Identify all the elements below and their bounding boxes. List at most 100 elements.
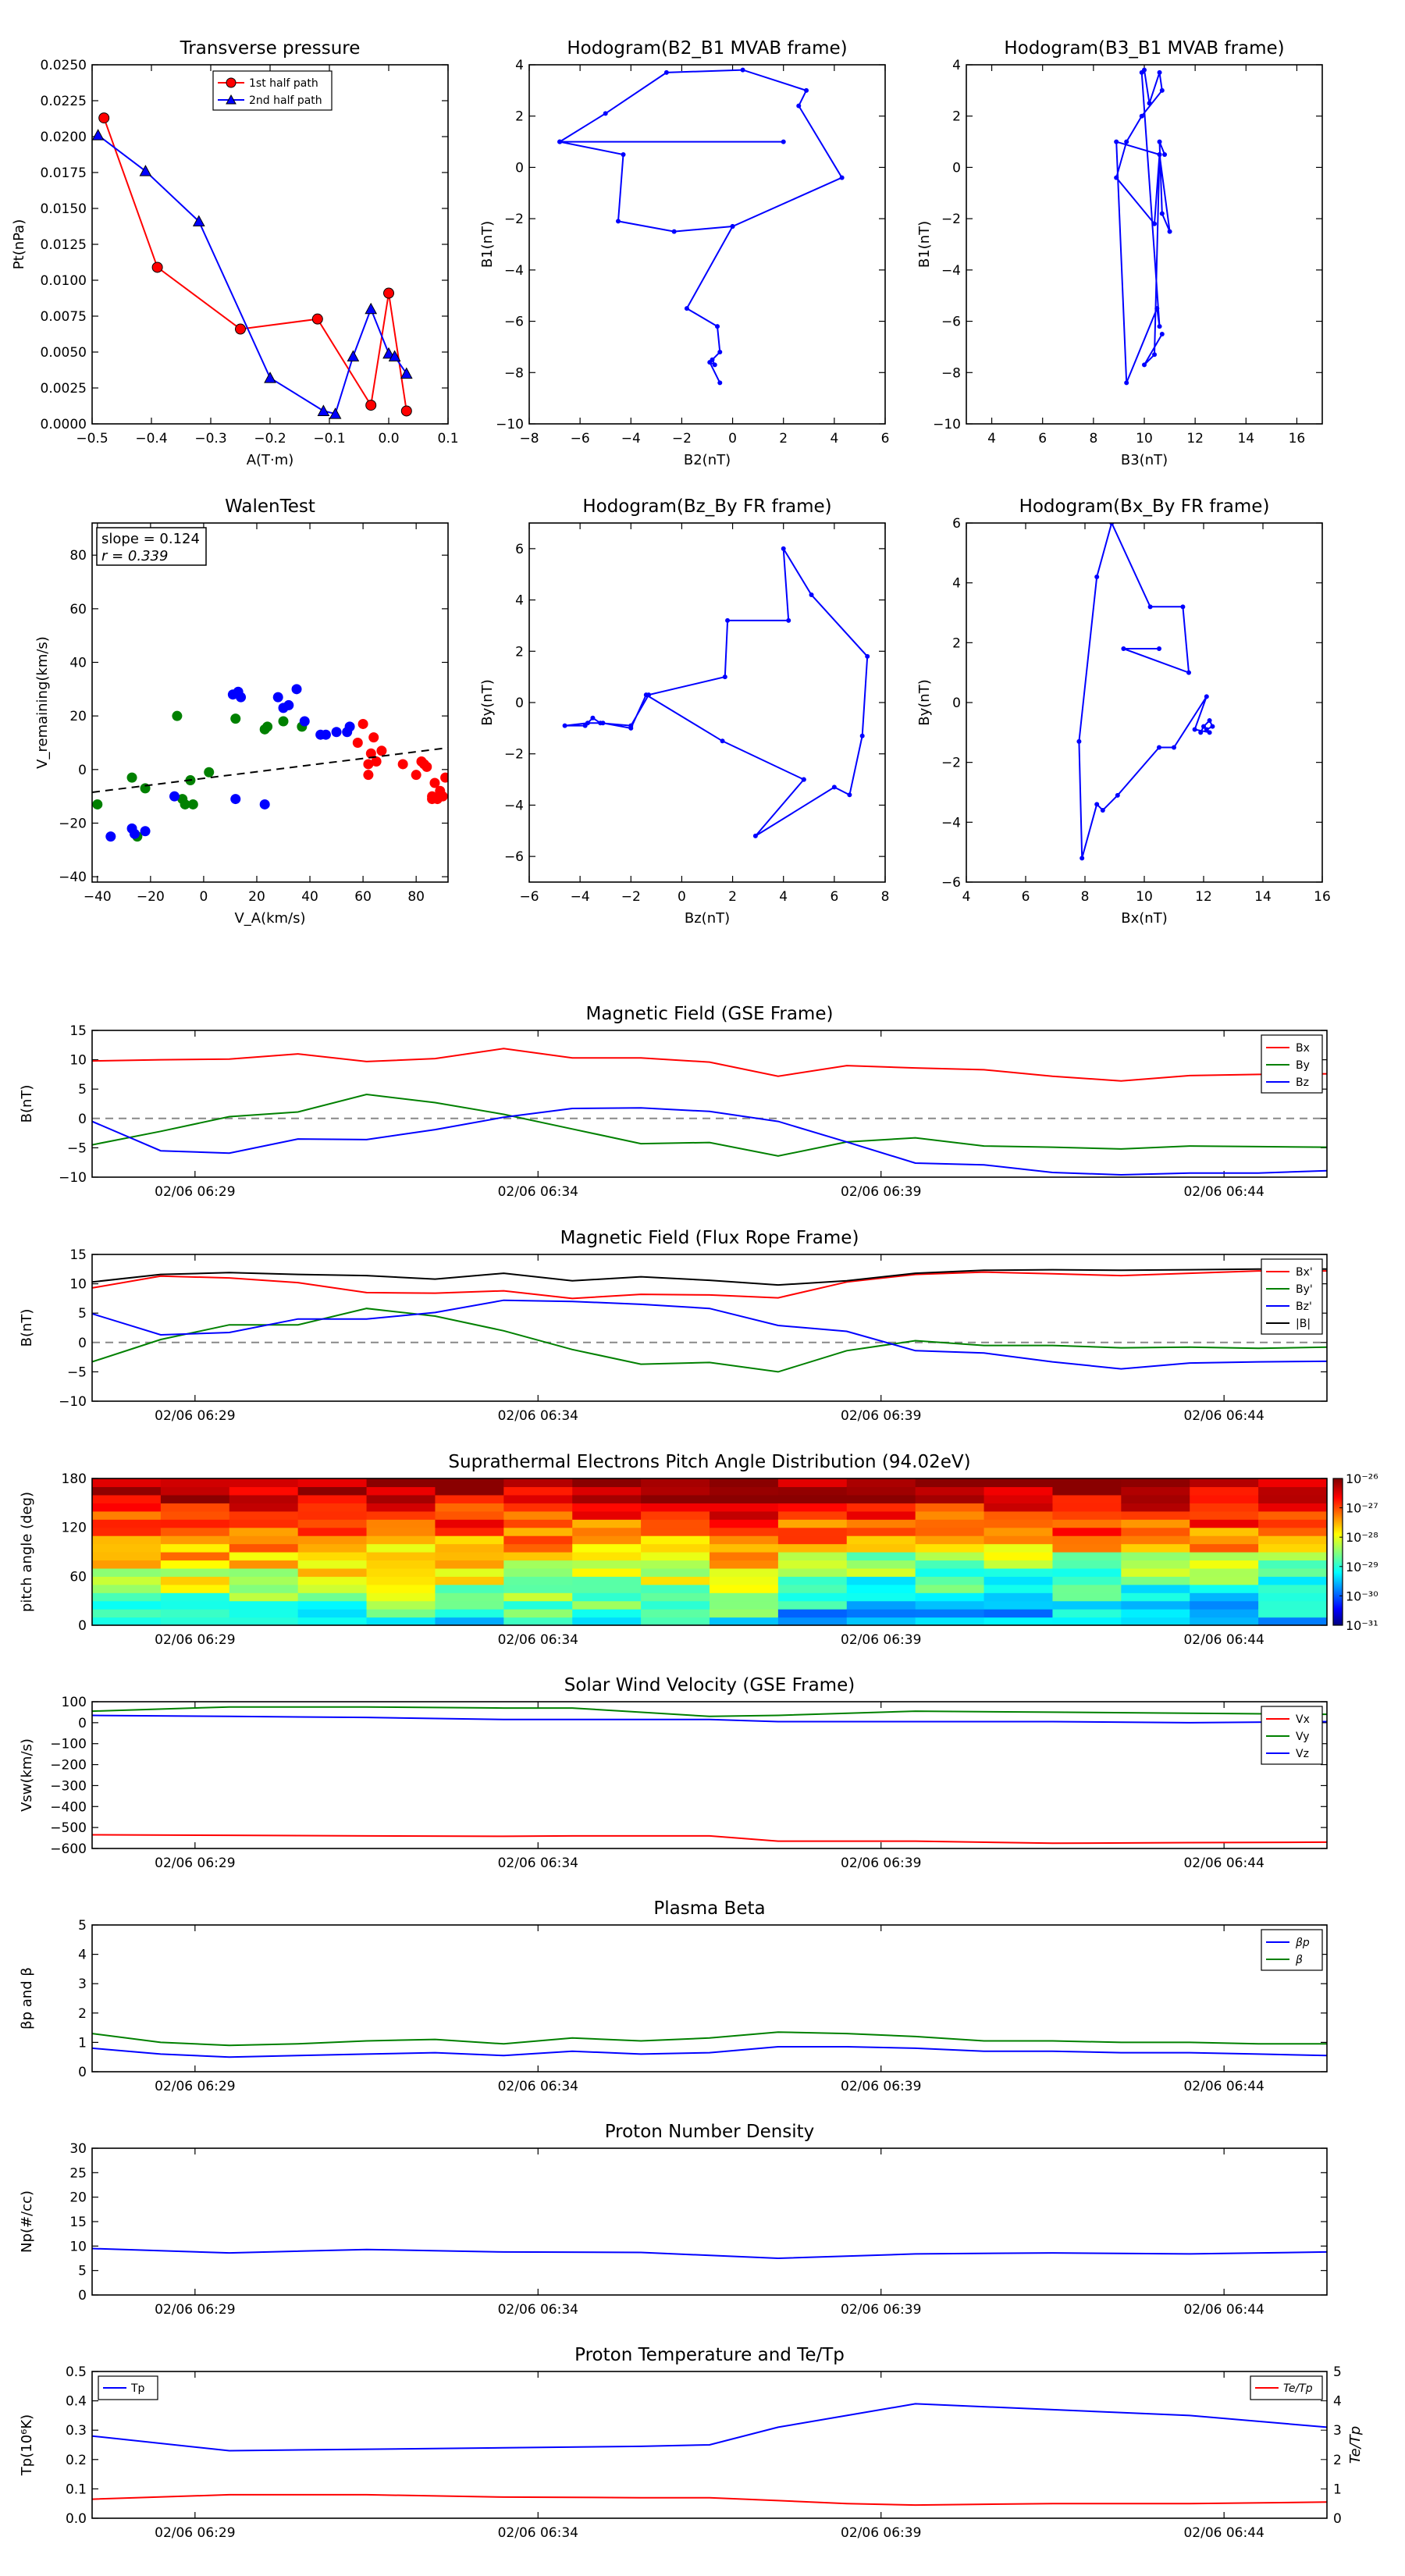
heatmap-cell <box>915 1494 985 1503</box>
scatter-point <box>299 716 310 727</box>
y-tick-label: 2 <box>952 109 961 125</box>
heatmap-cell <box>1052 1560 1122 1569</box>
heatmap-cell <box>1121 1600 1190 1610</box>
x-tick-label: 02/06 06:44 <box>1183 2302 1264 2318</box>
hodogram-point <box>1152 221 1158 226</box>
heatmap-cell <box>710 1519 779 1528</box>
data-point <box>365 302 378 315</box>
heatmap-cell <box>160 1617 230 1625</box>
data-point <box>92 129 105 141</box>
heatmap-cell <box>1052 1494 1122 1503</box>
y-tick-label: 0 <box>515 160 524 176</box>
heatmap-cell <box>777 1543 848 1553</box>
chart-pad: Suprathermal Electrons Pitch Angle Distr… <box>19 1452 1378 1648</box>
y-tick-label: 0 <box>515 696 524 711</box>
heatmap-cell <box>915 1552 985 1561</box>
y-tick-label: 5 <box>78 2264 87 2279</box>
scatter-point <box>262 721 273 732</box>
heatmap-cell <box>297 1552 368 1561</box>
hodogram-point <box>582 723 588 728</box>
x-tick-label: −6 <box>519 889 539 905</box>
y-tick-label: 25 <box>69 2165 87 2181</box>
x-tick-label: 10 <box>1136 431 1153 447</box>
heatmap-cell <box>435 1519 504 1528</box>
heatmap-cell <box>1190 1584 1259 1593</box>
heatmap-cell <box>1121 1486 1190 1496</box>
heatmap-cell <box>366 1576 436 1585</box>
heatmap-cell <box>160 1584 230 1593</box>
x-tick-label: 02/06 06:34 <box>498 2525 578 2541</box>
y-tick-label: −4 <box>941 815 961 831</box>
heatmap-cell <box>503 1494 573 1503</box>
heatmap-cell <box>846 1510 916 1520</box>
series-line <box>92 2493 1327 2507</box>
hodogram-point <box>847 792 852 798</box>
heatmap-cell <box>92 1494 162 1503</box>
y-tick-label: 120 <box>62 1521 87 1536</box>
x-tick-label: 02/06 06:44 <box>1183 1632 1264 1648</box>
heatmap-cell <box>641 1494 710 1503</box>
heatmap-cell <box>160 1600 230 1610</box>
heatmap-cell <box>297 1592 368 1602</box>
heatmap-cell <box>366 1552 436 1561</box>
chart-title: Solar Wind Velocity (GSE Frame) <box>564 1675 855 1695</box>
heatmap-cell <box>1190 1560 1259 1569</box>
heatmap-cell <box>984 1609 1054 1618</box>
scatter-point <box>92 799 103 809</box>
hodogram-point <box>831 785 837 790</box>
data-point <box>329 407 342 419</box>
heatmap-cell <box>297 1519 368 1528</box>
heatmap-cell <box>435 1486 504 1496</box>
x-tick-label: 40 <box>301 889 318 905</box>
colorbar-label: 10⁻²⁷ <box>1346 1501 1378 1516</box>
heatmap-cell <box>366 1535 436 1545</box>
y-tick-label: 2 <box>952 635 961 651</box>
heatmap-cell <box>297 1527 368 1536</box>
scatter-point <box>187 799 198 809</box>
data-point <box>388 350 401 362</box>
chart-title: Hodogram(Bz_By FR frame) <box>582 496 831 517</box>
heatmap-cell <box>710 1567 779 1577</box>
heatmap-cell <box>846 1567 916 1577</box>
y-tick-label: −5 <box>67 1140 87 1156</box>
y-tick-label: 6 <box>952 516 961 532</box>
series-line <box>92 1268 1327 1286</box>
heatmap-cell <box>984 1617 1054 1625</box>
heatmap-cell <box>1258 1535 1327 1545</box>
heatmap-cell <box>915 1600 985 1610</box>
y-tick-label: −40 <box>59 870 87 885</box>
heatmap-cell <box>777 1567 848 1577</box>
plot-frame <box>91 522 449 883</box>
legend-marker <box>226 77 237 88</box>
hodogram-point <box>1159 332 1165 336</box>
annotation-r: r = 0.339 <box>101 548 168 564</box>
chart-vsw: Solar Wind Velocity (GSE Frame) 02/06 06:… <box>19 1675 1328 1871</box>
plot-area <box>92 1268 1327 1373</box>
hodogram-point <box>752 833 758 838</box>
series-line <box>92 1834 1327 1845</box>
heatmap-cell <box>297 1584 368 1593</box>
data-point <box>139 165 152 176</box>
x-tick-label: 12 <box>1195 889 1212 905</box>
heatmap-cell <box>1052 1600 1122 1610</box>
colorbar-label: 10⁻²⁹ <box>1346 1560 1378 1574</box>
heatmap-cell <box>1052 1552 1122 1561</box>
heatmap-cell <box>572 1510 642 1520</box>
x-tick-label: 6 <box>830 889 838 905</box>
y-tick-label: 80 <box>69 548 87 564</box>
series-line <box>92 2046 1327 2058</box>
heatmap-cell <box>297 1535 368 1545</box>
chart-title: Suprathermal Electrons Pitch Angle Distr… <box>448 1452 970 1472</box>
heatmap-cell <box>503 1510 573 1520</box>
heatmap-cell <box>160 1567 230 1577</box>
heatmap-cell <box>572 1503 642 1512</box>
heatmap-cell <box>710 1527 779 1536</box>
heatmap-cell <box>435 1617 504 1625</box>
heatmap-cell <box>572 1478 642 1488</box>
hodogram-point <box>801 777 806 782</box>
x-tick-label: 6 <box>881 431 890 447</box>
heatmap-cell <box>366 1600 436 1610</box>
colorbar-label: 10⁻²⁸ <box>1346 1530 1378 1545</box>
heatmap-cell <box>710 1592 779 1602</box>
heatmap-cell <box>915 1535 985 1545</box>
